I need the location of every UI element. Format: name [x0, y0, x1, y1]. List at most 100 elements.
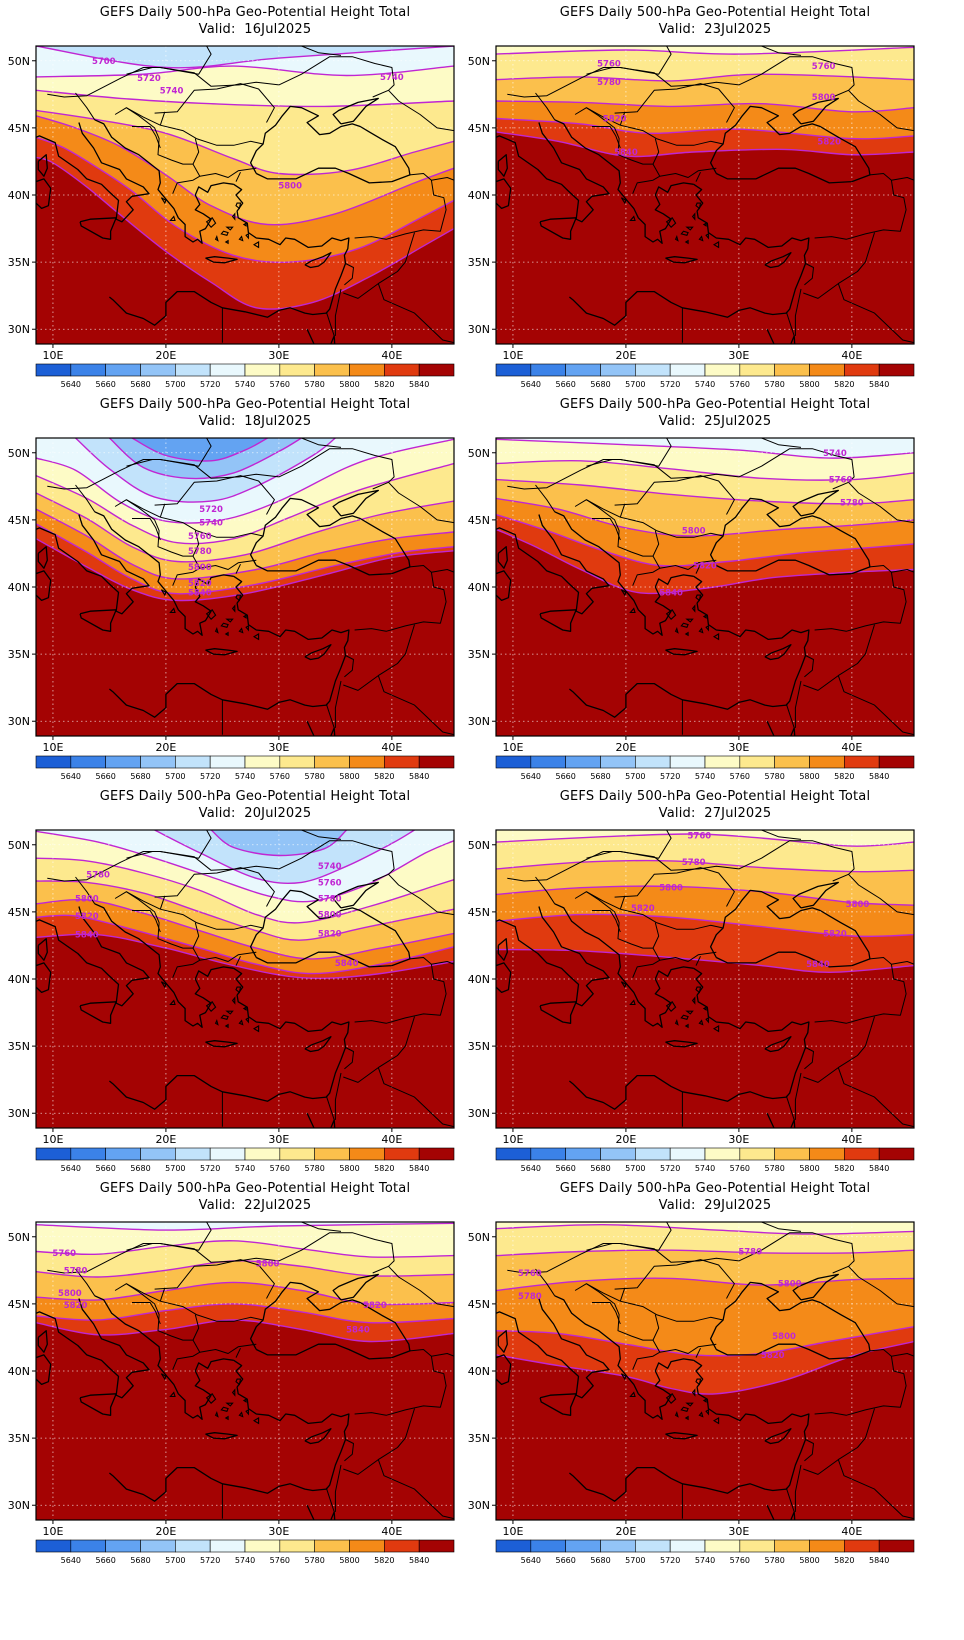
- country-border: [126, 1222, 212, 1251]
- colorbar-swatch: [600, 1539, 636, 1553]
- colorbar-label: 5820: [374, 1556, 394, 1565]
- contour-line: [36, 46, 454, 69]
- colorbar-swatch: [418, 363, 455, 377]
- contour-label: 5760: [829, 476, 853, 486]
- island: [698, 1019, 704, 1026]
- colorbar-swatch: [704, 363, 741, 377]
- coastline: [665, 1432, 698, 1440]
- colorbar-swatch: [495, 1147, 532, 1161]
- country-border: [199, 1343, 257, 1354]
- contour-line: [496, 1223, 914, 1235]
- lat-label: 50N: [8, 447, 30, 460]
- colorbar-swatch: [314, 1147, 350, 1161]
- coastline: [37, 1330, 48, 1353]
- country-border: [785, 311, 795, 337]
- coastline: [913, 1329, 914, 1331]
- island: [160, 197, 167, 205]
- colorbar-label: 5680: [130, 772, 150, 781]
- contour-line: [36, 538, 454, 602]
- island: [205, 1001, 217, 1012]
- lon-label: 30E: [728, 1133, 749, 1146]
- country-border: [619, 111, 626, 126]
- coastline: [709, 105, 871, 184]
- country-border: [325, 703, 335, 729]
- colorbar-swatch: [349, 1147, 385, 1161]
- lat-label: 50N: [468, 55, 490, 68]
- colorbar-label: 5740: [695, 1556, 715, 1565]
- country-border: [154, 867, 275, 907]
- contour-label: 5780: [86, 870, 110, 880]
- contour-line: [36, 1319, 454, 1343]
- lon-label: 40E: [841, 349, 862, 362]
- panel-title-text: GEFS Daily 500-hPa Geo-Potential Height …: [99, 789, 411, 804]
- island: [685, 1010, 694, 1015]
- colorbar-swatch: [844, 1539, 880, 1553]
- country-border: [132, 126, 161, 149]
- lon-label: 20E: [155, 349, 176, 362]
- colorbar-swatch: [809, 1539, 845, 1553]
- colorbar-label: 5780: [764, 1164, 784, 1173]
- country-border: [192, 530, 200, 557]
- colorbar-label: 5640: [61, 380, 81, 389]
- coastline: [496, 570, 512, 602]
- island: [665, 609, 677, 620]
- contour-label: 5780: [318, 894, 342, 904]
- colorbar-swatch: [35, 1539, 72, 1553]
- colorbar-swatch: [565, 363, 601, 377]
- lon-label: 20E: [155, 1133, 176, 1146]
- country-border: [278, 840, 395, 882]
- country-border: [761, 1222, 802, 1232]
- colorbar-swatch: [530, 363, 566, 377]
- island: [680, 1406, 689, 1412]
- island: [691, 1388, 696, 1397]
- island: [698, 1411, 704, 1418]
- panel-title-text: GEFS Daily 500-hPa Geo-Potential Height …: [99, 397, 411, 412]
- map-panel: GEFS Daily 500-hPa Geo-Potential Height …: [460, 392, 942, 802]
- country-border: [199, 559, 257, 570]
- country-border: [619, 503, 626, 518]
- country-border: [592, 910, 621, 933]
- country-border: [592, 518, 621, 541]
- coastline: [249, 497, 411, 576]
- country-border: [343, 1408, 415, 1475]
- island: [231, 604, 236, 613]
- contour-line: [496, 1277, 914, 1292]
- lon-label: 20E: [615, 349, 636, 362]
- coastline: [766, 720, 796, 736]
- colorbar-swatch: [669, 755, 706, 769]
- contour-label: 5840: [806, 960, 830, 970]
- lon-label: 10E: [42, 349, 63, 362]
- country-border: [794, 680, 802, 728]
- map-plot: 5760 5780 5760 5800 5820 5840 5820 50N 45N 40N 35N…: [468, 45, 915, 389]
- country-border: [586, 438, 672, 467]
- colorbar-swatch: [669, 1539, 706, 1553]
- lat-label: 40N: [468, 189, 490, 202]
- colorbar-label: 5800: [799, 380, 819, 389]
- coastline: [496, 178, 512, 210]
- colorbar-swatch: [209, 1147, 246, 1161]
- coastline: [496, 122, 610, 223]
- colorbar-label: 5720: [200, 772, 220, 781]
- colorbar-label: 5700: [165, 380, 185, 389]
- lon-label: 30E: [728, 741, 749, 754]
- lat-label: 50N: [8, 839, 30, 852]
- coastline: [568, 183, 810, 326]
- map-panel: GEFS Daily 500-hPa Geo-Potential Height …: [0, 0, 482, 410]
- contour-band: [154, 830, 415, 884]
- island: [705, 1408, 709, 1416]
- country-border: [192, 138, 200, 165]
- lat-label: 50N: [8, 55, 30, 68]
- colorbar-label: 5720: [200, 1556, 220, 1565]
- island: [629, 215, 636, 222]
- colorbar-swatch: [418, 1539, 455, 1553]
- coastline: [554, 119, 694, 244]
- colorbar-label: 5800: [799, 1164, 819, 1173]
- colorbar-swatch: [530, 755, 566, 769]
- coastline: [79, 609, 117, 632]
- contour-label: 5740: [823, 449, 847, 459]
- contour-line: [496, 513, 914, 567]
- island: [712, 1417, 720, 1425]
- colorbar-label: 5840: [409, 772, 429, 781]
- colorbar-label: 5820: [374, 772, 394, 781]
- coastline: [764, 1428, 792, 1445]
